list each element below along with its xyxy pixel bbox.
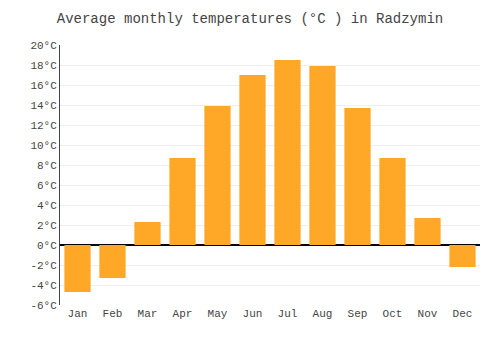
- svg-text:20°C: 20°C: [30, 40, 57, 52]
- svg-text:10°C: 10°C: [30, 140, 57, 152]
- svg-text:0°C: 0°C: [37, 240, 57, 252]
- svg-text:8°C: 8°C: [37, 160, 57, 172]
- svg-text:Oct: Oct: [383, 308, 403, 320]
- svg-text:14°C: 14°C: [30, 100, 57, 112]
- svg-text:-2°C: -2°C: [30, 260, 57, 272]
- svg-text:12°C: 12°C: [30, 120, 57, 132]
- svg-text:6°C: 6°C: [37, 180, 57, 192]
- svg-text:Nov: Nov: [418, 308, 438, 320]
- svg-text:-6°C: -6°C: [30, 300, 57, 312]
- svg-text:18°C: 18°C: [30, 60, 57, 72]
- svg-text:Aug: Aug: [313, 308, 333, 320]
- svg-text:May: May: [208, 308, 228, 320]
- svg-text:4°C: 4°C: [37, 200, 57, 212]
- svg-text:16°C: 16°C: [30, 80, 57, 92]
- svg-text:Feb: Feb: [103, 308, 123, 320]
- svg-text:Jun: Jun: [243, 308, 263, 320]
- svg-text:Jan: Jan: [68, 308, 88, 320]
- svg-text:Apr: Apr: [173, 308, 193, 320]
- svg-text:Sep: Sep: [348, 308, 368, 320]
- svg-text:Average monthly temperatures (: Average monthly temperatures (°C ) in Ra…: [57, 11, 443, 27]
- svg-text:Mar: Mar: [138, 308, 158, 320]
- svg-text:Dec: Dec: [453, 308, 473, 320]
- svg-text:2°C: 2°C: [37, 220, 57, 232]
- svg-text:Jul: Jul: [278, 308, 298, 320]
- svg-text:-4°C: -4°C: [30, 280, 57, 292]
